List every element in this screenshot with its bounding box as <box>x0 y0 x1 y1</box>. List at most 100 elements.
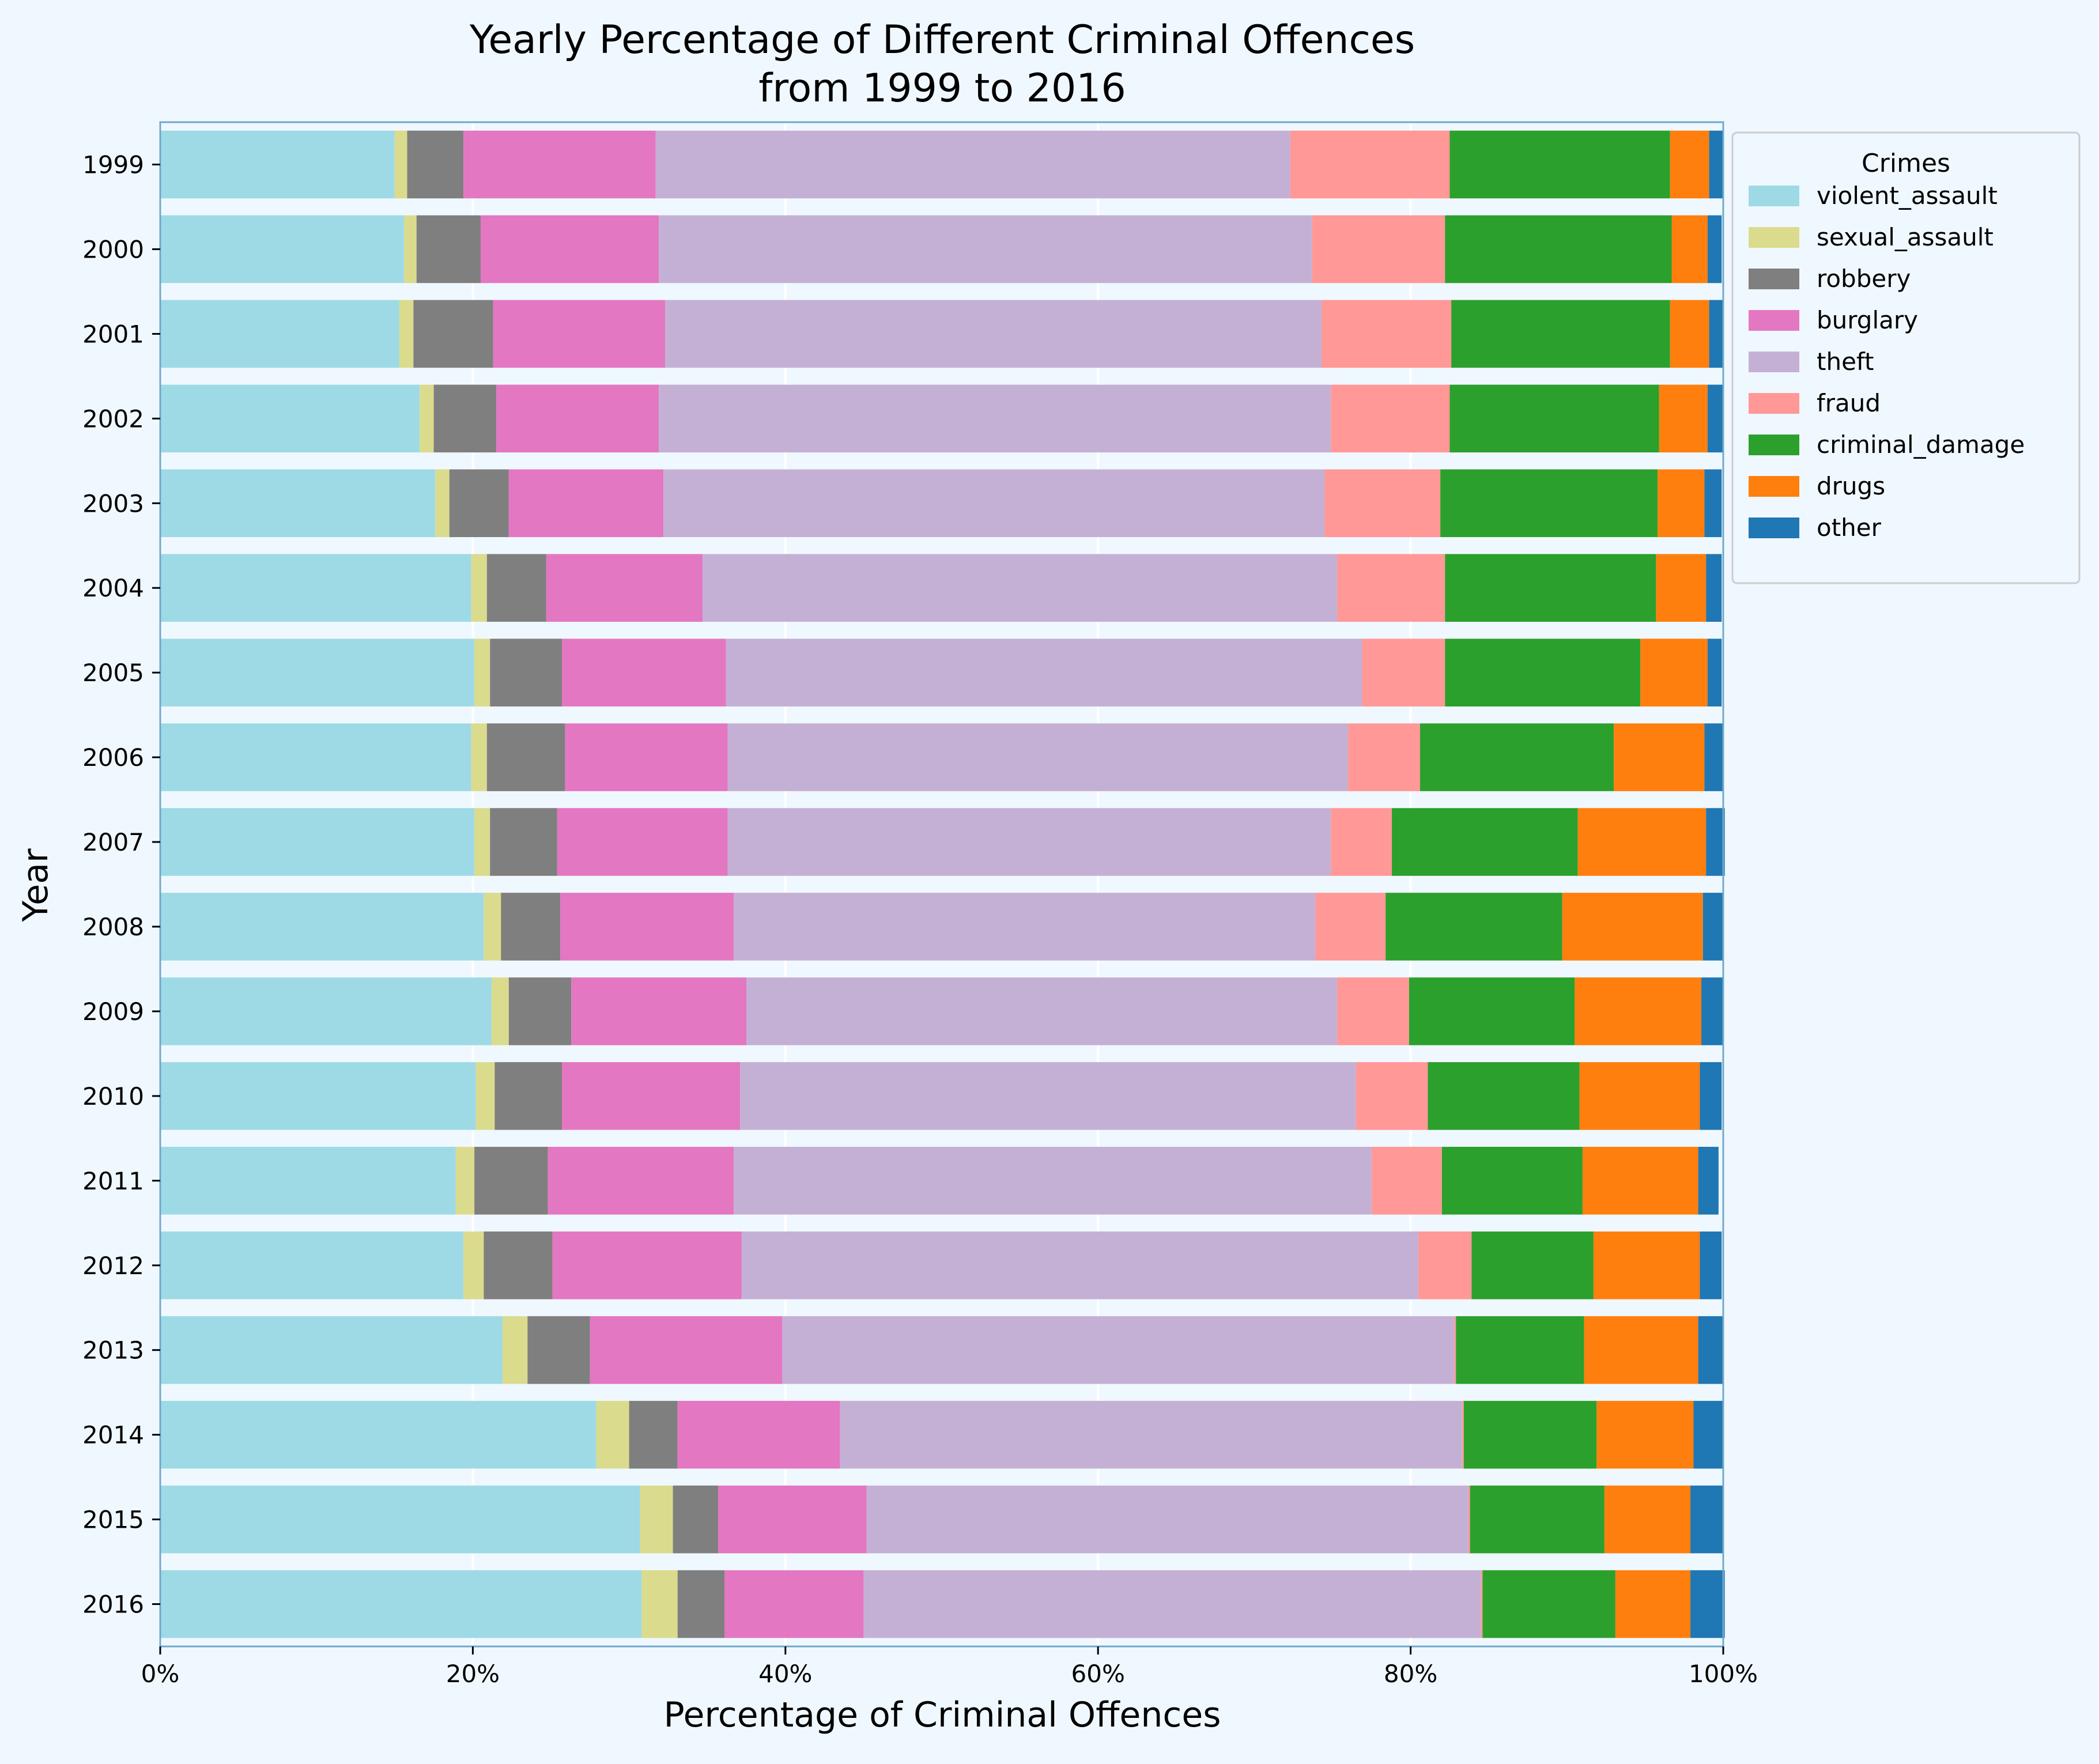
bar-burglary-2008 <box>560 893 734 961</box>
bar-theft-2007 <box>727 808 1331 876</box>
bar-sexual_assault-2004 <box>471 554 487 622</box>
bar-sexual_assault-2008 <box>484 893 501 961</box>
bar-robbery-2013 <box>527 1316 590 1384</box>
bar-violent_assault-1999 <box>160 130 395 199</box>
bar-robbery-2004 <box>486 554 546 622</box>
bar-other-2004 <box>1706 554 1722 622</box>
bar-fraud-2002 <box>1331 384 1450 453</box>
bar-fraud-2012 <box>1418 1231 1472 1300</box>
bar-theft-2006 <box>727 723 1349 791</box>
y-tick-label: 2003 <box>82 489 144 518</box>
y-axis-ticks: 1999 2000 2001 2002 2003 2004 2005 2006 2007 2008… <box>82 150 160 1619</box>
bar-other-2013 <box>1698 1316 1723 1384</box>
bar-fraud-2014 <box>1462 1400 1464 1469</box>
bar-burglary-2000 <box>480 215 659 284</box>
bar-sexual_assault-2009 <box>491 977 509 1045</box>
plot-frame <box>159 121 1724 1648</box>
y-tick-label: 2005 <box>82 659 144 687</box>
legend-swatch-drugs <box>1749 476 1799 497</box>
bar-drugs-2011 <box>1582 1147 1698 1215</box>
bar-violent_assault-2003 <box>160 469 436 538</box>
legend-label-drugs: drugs <box>1817 472 1885 500</box>
bar-drugs-2000 <box>1671 215 1708 284</box>
bar-theft-2016 <box>863 1570 1481 1638</box>
legend-title: Crimes <box>1862 149 1950 178</box>
bar-violent_assault-2009 <box>160 977 492 1045</box>
chart-title-line-2: from 1999 to 2016 <box>758 66 1126 111</box>
y-tick-label: 2000 <box>82 235 144 263</box>
bar-sexual_assault-2007 <box>474 808 490 876</box>
bar-robbery-2011 <box>474 1147 548 1215</box>
bar-robbery-1999 <box>407 130 464 199</box>
legend-label-other: other <box>1817 513 1882 542</box>
y-tick-label: 2016 <box>82 1591 144 1619</box>
bar-burglary-2004 <box>546 554 703 622</box>
bar-violent_assault-2010 <box>160 1062 476 1130</box>
bar-criminal_damage-2014 <box>1463 1400 1597 1469</box>
y-tick-label: 2004 <box>82 574 144 602</box>
bar-theft-2002 <box>659 384 1331 453</box>
y-tick-label: 2011 <box>82 1167 144 1195</box>
bar-theft-2009 <box>746 977 1338 1045</box>
bar-drugs-2012 <box>1593 1231 1700 1300</box>
legend-label-criminal_damage: criminal_damage <box>1817 430 2025 459</box>
bar-other-2002 <box>1707 384 1723 453</box>
bar-robbery-2000 <box>416 215 481 284</box>
chart-title: Yearly Percentage of Different Criminal … <box>469 17 1415 111</box>
chart-title-line-1: Yearly Percentage of Different Criminal … <box>469 17 1415 63</box>
bar-fraud-2016 <box>1481 1570 1483 1638</box>
bar-sexual_assault-2002 <box>420 384 434 453</box>
bar-drugs-2007 <box>1577 808 1707 876</box>
bar-other-2000 <box>1707 215 1722 284</box>
bar-violent_assault-2013 <box>160 1316 503 1384</box>
bar-fraud-1999 <box>1290 130 1450 199</box>
bar-burglary-2015 <box>718 1485 867 1554</box>
bar-other-2001 <box>1709 300 1723 368</box>
bar-violent_assault-2007 <box>160 808 475 876</box>
bar-violent_assault-2011 <box>160 1147 456 1215</box>
y-axis-label: Year <box>16 848 56 922</box>
bar-sexual_assault-2001 <box>399 300 414 368</box>
bar-sexual_assault-2005 <box>474 639 490 707</box>
bar-criminal_damage-2012 <box>1471 1231 1594 1300</box>
bar-criminal_damage-2009 <box>1409 977 1575 1045</box>
legend-label-sexual_assault: sexual_assault <box>1817 223 1994 251</box>
bar-theft-2004 <box>703 554 1338 622</box>
bar-other-2008 <box>1702 893 1723 961</box>
bar-drugs-2004 <box>1656 554 1707 622</box>
bar-robbery-2008 <box>501 893 561 961</box>
bar-violent_assault-2008 <box>160 893 484 961</box>
bar-sexual_assault-2000 <box>404 215 417 284</box>
bar-theft-2003 <box>663 469 1325 538</box>
bar-theft-2012 <box>741 1231 1419 1300</box>
bar-violent_assault-2004 <box>160 554 471 622</box>
bar-drugs-2006 <box>1614 723 1705 791</box>
bar-criminal_damage-2005 <box>1445 639 1641 707</box>
legend-label-violent_assault: violent_assault <box>1817 182 1998 210</box>
legend: Crimes violent_assault sexual_assaultrobb… <box>1731 131 2081 584</box>
bar-criminal_damage-1999 <box>1449 130 1670 199</box>
bar-sexual_assault-1999 <box>394 130 407 199</box>
bar-theft-2013 <box>782 1316 1455 1384</box>
y-tick-label: 2006 <box>82 743 144 772</box>
bar-criminal_damage-2011 <box>1441 1147 1583 1215</box>
bar-drugs-2002 <box>1659 384 1708 453</box>
legend-swatch-fraud <box>1749 393 1799 414</box>
bar-burglary-2009 <box>571 977 746 1045</box>
x-tick-label: 0% <box>141 1660 180 1688</box>
bar-fraud-2003 <box>1324 469 1441 538</box>
bar-drugs-2005 <box>1640 639 1708 707</box>
legend-swatch-violent_assault <box>1749 186 1799 206</box>
bar-burglary-2003 <box>508 469 664 538</box>
bar-criminal_damage-2001 <box>1451 300 1670 368</box>
bar-other-1999 <box>1709 130 1723 199</box>
bar-drugs-1999 <box>1670 130 1709 199</box>
y-tick-label: 2001 <box>82 320 144 348</box>
y-tick-label: 2015 <box>82 1506 144 1534</box>
legend-frame <box>1731 131 2081 584</box>
bar-burglary-2005 <box>561 639 726 707</box>
legend-swatch-robbery <box>1749 269 1799 289</box>
bar-sexual_assault-2012 <box>463 1231 484 1300</box>
axes <box>159 121 1724 1648</box>
bar-violent_assault-2000 <box>160 215 405 284</box>
